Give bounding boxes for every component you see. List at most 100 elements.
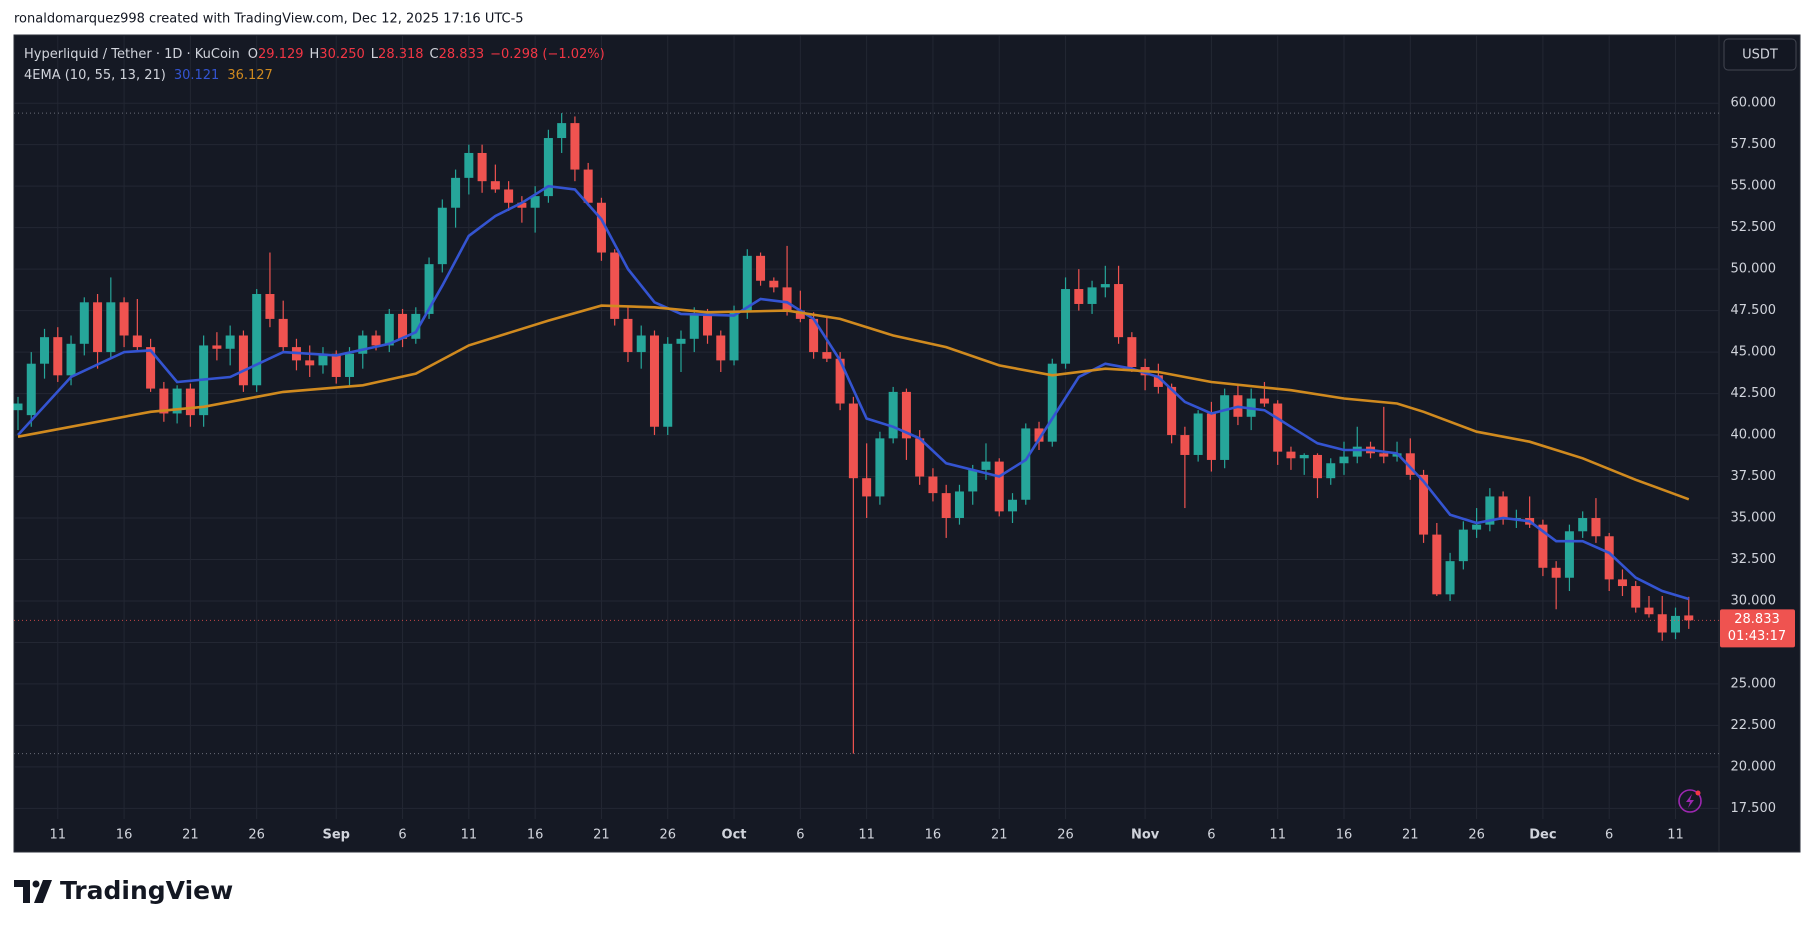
y-tick-label: 57.500	[1731, 137, 1777, 152]
symbol-title: Hyperliquid / Tether · 1D · KuCoin	[24, 47, 240, 62]
candle-body	[424, 264, 434, 314]
y-tick-label: 52.500	[1731, 220, 1777, 235]
candle-body	[901, 391, 911, 439]
candle-body	[66, 343, 76, 376]
candle-body	[1114, 284, 1124, 338]
x-tick-label: 16	[1336, 828, 1353, 843]
candle-body	[345, 353, 354, 377]
candle-body	[1617, 579, 1627, 587]
x-tick-label: 6	[1605, 828, 1613, 843]
x-tick-label: 16	[925, 828, 942, 843]
candle-body	[40, 337, 50, 364]
candle-body	[1273, 403, 1283, 452]
candle-body	[477, 152, 487, 182]
candle-body	[1472, 524, 1482, 530]
candle-body	[1458, 529, 1468, 562]
candle-body	[1498, 496, 1508, 520]
brand: TradingView	[60, 876, 233, 905]
candle-body	[451, 177, 461, 208]
candle-body	[703, 313, 713, 336]
y-tick-label: 25.000	[1731, 676, 1777, 691]
candle-body	[1631, 586, 1641, 608]
candle-body	[318, 353, 328, 366]
candle-body	[1299, 454, 1309, 459]
candle-body	[464, 152, 474, 178]
candle-body	[93, 302, 103, 353]
axes: 17.50020.00022.50025.00027.50030.00032.5…	[50, 96, 1795, 843]
candle-body	[172, 388, 182, 414]
currency[interactable]: USDT	[1742, 48, 1778, 63]
candle-body	[1021, 428, 1031, 500]
ema-line	[17, 184, 1690, 601]
candle-body	[756, 255, 766, 281]
candle-body	[437, 207, 447, 265]
alert-dot[interactable]	[1695, 790, 1701, 796]
candle-body	[1432, 534, 1442, 595]
candle-body	[583, 169, 593, 203]
ohlc-label: L	[371, 47, 379, 62]
alert-bolt[interactable]	[1686, 794, 1694, 808]
candle-body	[1047, 363, 1057, 442]
candle-body	[1008, 499, 1017, 512]
candle-body	[941, 493, 951, 519]
countdown: 01:43:17	[1728, 629, 1786, 644]
x-tick-label: 26	[1468, 828, 1485, 843]
candle-body	[1180, 435, 1190, 455]
legend: Hyperliquid / Tether · 1D · KuCoin O29.12…	[24, 47, 605, 62]
candle-body	[1312, 454, 1322, 479]
candle-body	[1538, 524, 1548, 568]
candle-body	[981, 461, 991, 470]
x-tick-label: 11	[1269, 828, 1286, 843]
ohlc-value: 30.250	[319, 47, 365, 62]
attribution: ronaldomarquez998 created with TradingVi…	[14, 12, 524, 27]
candle-body	[1578, 518, 1588, 532]
candle-body	[954, 491, 964, 519]
x-tick-label: 11	[1667, 828, 1684, 843]
candle-body	[146, 347, 156, 389]
candle-body	[742, 255, 752, 311]
y-tick-label: 17.500	[1731, 801, 1777, 816]
x-tick-label: 6	[1207, 828, 1215, 843]
candle-body	[504, 189, 514, 203]
ema-line	[17, 304, 1690, 501]
x-tick-label: 16	[527, 828, 544, 843]
candle-body	[769, 280, 779, 288]
candle-body	[1100, 284, 1110, 288]
y-tick-label: 30.000	[1731, 593, 1777, 608]
candle-body	[1074, 289, 1084, 304]
candle-body	[53, 337, 63, 376]
y-tick-label: 60.000	[1731, 96, 1777, 111]
x-tick-label: 21	[182, 828, 199, 843]
candle-body	[623, 318, 633, 353]
ema-value: 36.127	[227, 68, 273, 83]
alert-icon[interactable]	[1678, 789, 1702, 813]
y-tick-label: 32.500	[1731, 552, 1777, 567]
candle-body	[1127, 337, 1137, 368]
candle-body	[278, 318, 288, 348]
candle-body	[1206, 413, 1216, 460]
currency-button[interactable]: USDT	[1723, 38, 1797, 71]
candle-body	[1379, 453, 1389, 457]
alert-ring[interactable]	[1678, 789, 1702, 813]
candle-body	[371, 335, 381, 346]
candle-body	[225, 335, 235, 349]
ohlc-label: H	[310, 47, 320, 62]
ohlc-value: 28.318	[378, 47, 424, 62]
candle-body	[517, 202, 527, 208]
x-tick-label: 26	[248, 828, 265, 843]
x-tick-label: 26	[659, 828, 676, 843]
candle-body	[716, 335, 726, 361]
currency-button-box[interactable]	[1723, 38, 1797, 71]
y-tick-label: 42.500	[1731, 386, 1777, 401]
candle-body	[238, 335, 248, 386]
candle-body	[159, 388, 169, 414]
candle-body	[888, 391, 898, 439]
candle-body	[649, 335, 659, 427]
candle-body	[915, 438, 925, 477]
candle-body	[1671, 615, 1680, 633]
candle-body	[398, 313, 408, 339]
candle-body	[1657, 614, 1667, 633]
candle-body	[928, 476, 938, 494]
y-tick-label: 40.000	[1731, 428, 1777, 443]
candle-body	[1326, 463, 1336, 479]
